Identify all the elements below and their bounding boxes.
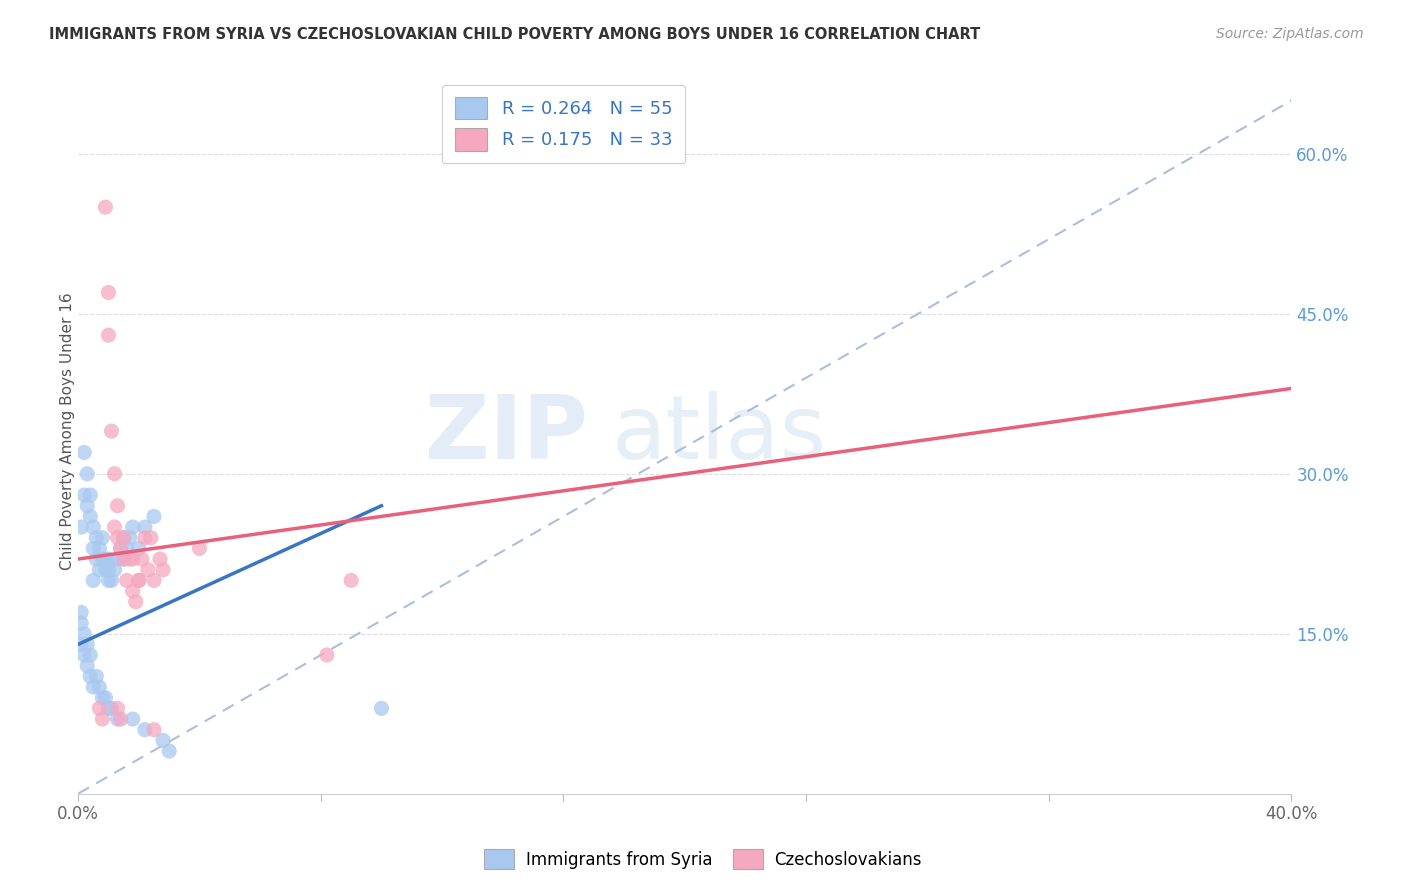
Point bbox=[118, 552, 141, 566]
Point bbox=[76, 499, 98, 513]
Text: IMMIGRANTS FROM SYRIA VS CZECHOSLOVAKIAN CHILD POVERTY AMONG BOYS UNDER 16 CORRE: IMMIGRANTS FROM SYRIA VS CZECHOSLOVAKIAN… bbox=[49, 27, 980, 42]
Point bbox=[100, 574, 122, 588]
Point bbox=[125, 595, 148, 609]
Point bbox=[97, 285, 120, 300]
Point bbox=[136, 563, 159, 577]
Point bbox=[100, 424, 122, 438]
Point bbox=[76, 658, 98, 673]
Legend: Immigrants from Syria, Czechoslovakians: Immigrants from Syria, Czechoslovakians bbox=[474, 838, 932, 880]
Point bbox=[134, 723, 156, 737]
Point bbox=[73, 648, 96, 662]
Point bbox=[370, 701, 392, 715]
Point bbox=[110, 541, 132, 556]
Point bbox=[139, 531, 162, 545]
Point bbox=[86, 669, 108, 683]
Point bbox=[97, 701, 120, 715]
Point bbox=[94, 563, 117, 577]
Point bbox=[94, 552, 117, 566]
Point bbox=[128, 574, 150, 588]
Point bbox=[97, 563, 120, 577]
Point bbox=[134, 531, 156, 545]
Point bbox=[107, 531, 129, 545]
Point bbox=[315, 648, 337, 662]
Point bbox=[70, 615, 93, 630]
Point bbox=[86, 531, 108, 545]
Point bbox=[70, 637, 93, 651]
Point bbox=[152, 563, 174, 577]
Text: Source: ZipAtlas.com: Source: ZipAtlas.com bbox=[1216, 27, 1364, 41]
Point bbox=[121, 712, 143, 726]
Point bbox=[76, 637, 98, 651]
Point bbox=[107, 701, 129, 715]
Point bbox=[103, 520, 125, 534]
Point bbox=[82, 520, 104, 534]
Point bbox=[91, 712, 114, 726]
Point bbox=[94, 690, 117, 705]
Point bbox=[142, 509, 165, 524]
Point bbox=[76, 467, 98, 481]
Point bbox=[89, 701, 111, 715]
Point bbox=[79, 509, 101, 524]
Point bbox=[157, 744, 180, 758]
Point bbox=[91, 552, 114, 566]
Point bbox=[103, 563, 125, 577]
Point bbox=[115, 574, 138, 588]
Point bbox=[115, 541, 138, 556]
Point bbox=[118, 531, 141, 545]
Point bbox=[110, 712, 132, 726]
Point bbox=[89, 563, 111, 577]
Point bbox=[340, 574, 363, 588]
Point bbox=[94, 200, 117, 214]
Point bbox=[91, 690, 114, 705]
Point bbox=[107, 552, 129, 566]
Point bbox=[97, 328, 120, 343]
Point bbox=[103, 467, 125, 481]
Point bbox=[73, 626, 96, 640]
Point bbox=[112, 531, 135, 545]
Point bbox=[188, 541, 211, 556]
Point bbox=[112, 531, 135, 545]
Point bbox=[82, 574, 104, 588]
Point bbox=[79, 669, 101, 683]
Point bbox=[89, 541, 111, 556]
Legend: R = 0.264   N = 55, R = 0.175   N = 33: R = 0.264 N = 55, R = 0.175 N = 33 bbox=[441, 85, 685, 163]
Text: ZIP: ZIP bbox=[425, 392, 588, 478]
Point bbox=[121, 584, 143, 599]
Point bbox=[70, 520, 93, 534]
Point bbox=[91, 531, 114, 545]
Point bbox=[97, 574, 120, 588]
Point bbox=[112, 552, 135, 566]
Point bbox=[89, 680, 111, 694]
Point bbox=[152, 733, 174, 747]
Point bbox=[149, 552, 172, 566]
Point bbox=[100, 701, 122, 715]
Y-axis label: Child Poverty Among Boys Under 16: Child Poverty Among Boys Under 16 bbox=[59, 293, 75, 570]
Point bbox=[131, 552, 153, 566]
Point bbox=[107, 712, 129, 726]
Point bbox=[86, 552, 108, 566]
Point bbox=[121, 552, 143, 566]
Point bbox=[79, 648, 101, 662]
Point bbox=[73, 488, 96, 502]
Point bbox=[73, 445, 96, 459]
Point bbox=[142, 574, 165, 588]
Point bbox=[134, 520, 156, 534]
Point bbox=[70, 606, 93, 620]
Point bbox=[107, 499, 129, 513]
Point bbox=[82, 680, 104, 694]
Point bbox=[121, 520, 143, 534]
Point bbox=[110, 541, 132, 556]
Point bbox=[97, 552, 120, 566]
Point bbox=[82, 541, 104, 556]
Point bbox=[79, 488, 101, 502]
Point bbox=[142, 723, 165, 737]
Text: atlas: atlas bbox=[612, 392, 827, 478]
Point bbox=[128, 541, 150, 556]
Point bbox=[112, 552, 135, 566]
Point bbox=[128, 574, 150, 588]
